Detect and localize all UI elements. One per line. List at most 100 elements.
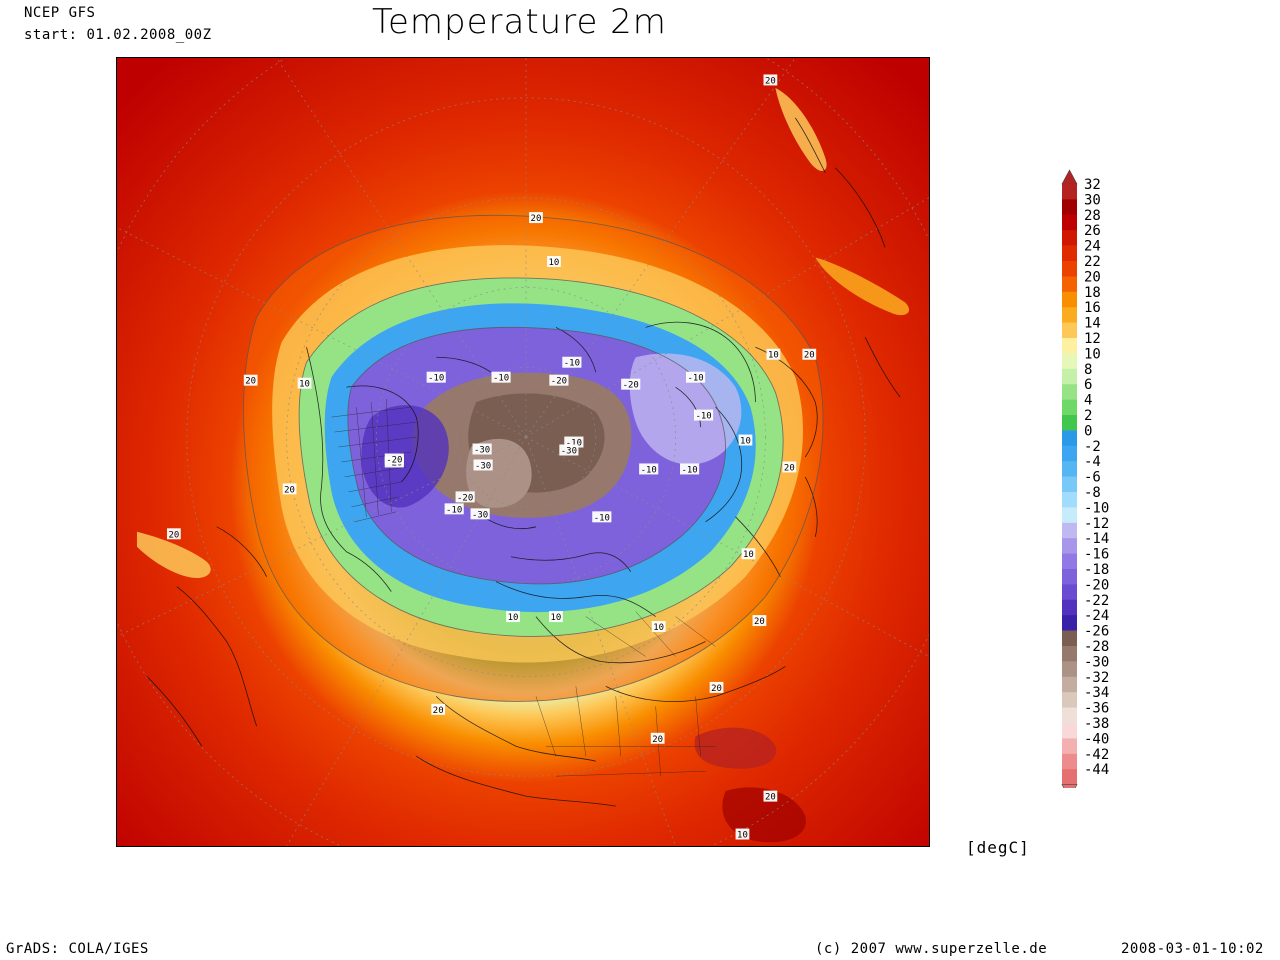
colorbar-swatch xyxy=(1062,461,1077,477)
contour-label: 20 xyxy=(765,76,776,86)
colorbar-tick-label: -28 xyxy=(1084,639,1109,655)
colorbar-tick-label: 10 xyxy=(1084,346,1101,362)
colorbar-swatch xyxy=(1062,184,1077,200)
contour-label-box xyxy=(735,828,750,840)
start-time-label: start: 01.02.2008_00Z xyxy=(24,27,212,43)
contour-label-box xyxy=(680,463,700,475)
temperature-map-canvas: 20 20 20 20 20 20 20 20 20 20 20 20 10 10 10 10 10 10 10 10… xyxy=(117,58,929,846)
colorbar-swatch xyxy=(1062,584,1077,601)
colorbar-tick-label: -12 xyxy=(1084,516,1109,532)
contour-label-box xyxy=(473,459,493,471)
units-label: [degC] xyxy=(966,838,1030,857)
contour-label-box xyxy=(564,436,584,448)
colorbar-swatch xyxy=(1062,199,1077,216)
contour-label-box xyxy=(491,371,511,383)
colorbar-tick-label: -30 xyxy=(1084,654,1109,670)
colorbar-upper-arrow xyxy=(1061,169,1078,185)
colorbar-swatch xyxy=(1062,445,1077,462)
contour-label: -30 xyxy=(474,445,490,455)
cold-pool-siberia xyxy=(629,353,742,465)
colorbar-tick-label: 14 xyxy=(1084,316,1101,332)
contour-label-box xyxy=(766,348,781,360)
colorbar-swatch xyxy=(1062,507,1077,524)
colorbar-swatch xyxy=(1062,615,1077,631)
contour-label-box xyxy=(549,374,569,386)
contour-label-box xyxy=(741,548,756,560)
contour-label-layer: 20 20 20 20 20 20 20 20 20 20 20 20 10 10 10 10 10 10 10 10… xyxy=(166,74,817,841)
colorbar-swatch xyxy=(1062,307,1077,323)
contour-label-box xyxy=(506,611,520,623)
hot-africa-east xyxy=(722,787,806,843)
colorbar-tick-label: -8 xyxy=(1084,485,1101,501)
colorbar-tick-label: -26 xyxy=(1084,624,1109,640)
contour-label: -10 xyxy=(566,439,582,449)
colorbar-swatch xyxy=(1062,322,1077,339)
contour-label-box xyxy=(592,511,612,523)
contour-label: 10 xyxy=(549,258,560,268)
colorbar-tick-label: -40 xyxy=(1084,731,1109,747)
colorbar-swatch xyxy=(1062,430,1077,447)
colorbar-tick-label: -36 xyxy=(1084,701,1109,717)
contour-label-box xyxy=(752,615,767,627)
contour-label: 20 xyxy=(531,214,542,224)
colorbar-swatch xyxy=(1062,291,1077,308)
contour-label: -20 xyxy=(623,381,639,391)
contour-label-box xyxy=(166,528,181,540)
colorbar-swatch xyxy=(1062,522,1077,539)
contour-label: 20 xyxy=(804,351,815,361)
colorbar-tick-label: -38 xyxy=(1084,716,1109,732)
colorbar-swatch xyxy=(1062,769,1077,785)
colorbar-swatch xyxy=(1062,569,1077,585)
render-timestamp: 2008-03-01-10:02 xyxy=(1121,941,1264,957)
colorbar-tick-label: -22 xyxy=(1084,593,1109,609)
colorbar-tick-label: -42 xyxy=(1084,747,1109,763)
colorbar-tick-label: 18 xyxy=(1084,285,1101,301)
colorbar-tick-label: -10 xyxy=(1084,500,1109,516)
contour-label: -20 xyxy=(457,493,473,503)
contour-label-box xyxy=(693,409,714,421)
colorbar-swatch xyxy=(1062,538,1077,554)
contour-label-box xyxy=(639,463,659,475)
colorbar-tick-label: -2 xyxy=(1084,439,1101,455)
colorbar-swatch xyxy=(1062,661,1077,678)
contour-label-box xyxy=(472,443,492,455)
contour-label: -10 xyxy=(594,513,610,523)
colorbar-swatch xyxy=(1062,276,1077,293)
colorbar-swatch xyxy=(1062,692,1077,708)
contour-label-box xyxy=(559,444,579,456)
colorbar-tick-label: 6 xyxy=(1084,377,1092,393)
colorbar-tick-label: -34 xyxy=(1084,685,1109,701)
contour-label: -10 xyxy=(687,374,703,384)
colorbar-tick-label: 32 xyxy=(1084,177,1101,193)
contour-label: -30 xyxy=(561,446,577,456)
colorbar-labels: 32302826242220181614121086420-2-4-6-8-10… xyxy=(1084,177,1109,778)
colorbar-lower-arrow xyxy=(1061,784,1078,788)
contour-label-box xyxy=(431,703,446,715)
contour-label-box xyxy=(709,681,724,693)
colorbar-swatch xyxy=(1062,553,1077,570)
contour-label-box xyxy=(549,611,563,623)
contour-label: -20 xyxy=(386,455,402,465)
chart-title: Temperature 2m xyxy=(372,2,667,42)
colorbar-tick-label: -32 xyxy=(1084,670,1109,686)
borders xyxy=(331,399,716,777)
colorbar-swatch xyxy=(1062,738,1077,755)
colorbar-swatches xyxy=(1061,169,1078,788)
colorbar-swatch xyxy=(1062,338,1077,354)
colorbar-swatch xyxy=(1062,384,1077,400)
contour-label: 10 xyxy=(653,623,664,633)
contour-label-box xyxy=(562,356,582,368)
contour-label: 20 xyxy=(284,485,295,495)
contour-label-box xyxy=(621,378,641,390)
colorbar-tick-label: 28 xyxy=(1084,208,1101,224)
contour-label-box xyxy=(802,348,817,360)
contour-label: 10 xyxy=(737,831,748,841)
colorbar-swatch xyxy=(1062,676,1077,693)
colorbar-swatch xyxy=(1062,753,1077,770)
contour-label-box xyxy=(763,74,778,86)
contour-label-box xyxy=(455,491,475,503)
colorbar-tick-label: 22 xyxy=(1084,254,1101,270)
contour-label: 20 xyxy=(754,617,765,627)
colorbar-swatch xyxy=(1062,646,1077,662)
hot-africa-highlight xyxy=(694,727,777,769)
